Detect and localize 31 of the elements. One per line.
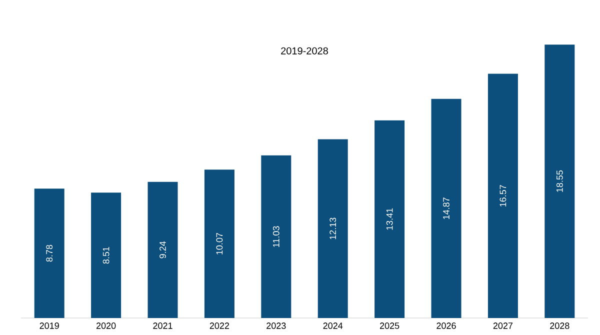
data-label: 9.24: [160, 241, 166, 258]
x-tick-label: 2028: [550, 322, 570, 329]
bar: [318, 139, 348, 318]
data-label: 11.03: [272, 226, 280, 247]
data-label: 10.07: [216, 232, 223, 254]
bar: [34, 188, 64, 318]
data-label: 14.87: [443, 198, 450, 219]
bar: [544, 44, 575, 318]
x-tick-label: 2023: [266, 322, 286, 329]
bar: [261, 155, 292, 318]
x-tick-label: 2027: [493, 322, 513, 329]
bar: [374, 120, 405, 318]
data-label: 13.41: [386, 208, 393, 230]
x-tick-label: 2026: [436, 322, 456, 329]
bar: [488, 74, 518, 318]
data-label: 16.57: [500, 185, 506, 206]
x-tick-label: 2024: [323, 322, 343, 329]
bar: [204, 170, 234, 318]
x-tick-label: 2021: [153, 322, 172, 329]
chart-title: 2019-2028: [281, 47, 328, 54]
bar: [148, 182, 178, 318]
x-tick-label: 2020: [96, 322, 116, 329]
x-tick-label: 2019: [40, 322, 59, 329]
data-label: 8.51: [102, 246, 110, 264]
x-tick-label: 2022: [210, 322, 229, 329]
data-label: 12.13: [330, 218, 336, 240]
data-label: 18.55: [556, 170, 563, 192]
x-tick-label: 2025: [380, 322, 400, 329]
bar: [431, 98, 462, 318]
data-label: 8.78: [46, 244, 53, 262]
bar: [91, 192, 122, 318]
